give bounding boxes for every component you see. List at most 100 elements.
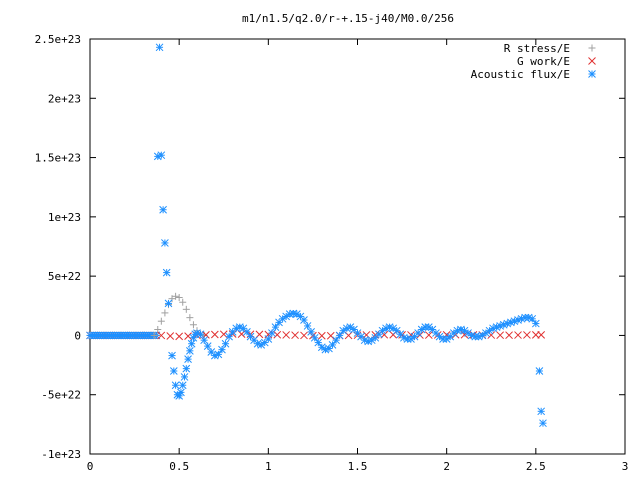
series-1-point bbox=[210, 330, 219, 339]
series-2-point bbox=[303, 322, 312, 330]
series-2-point bbox=[196, 330, 205, 339]
series-2-point bbox=[177, 388, 185, 397]
series-1-point bbox=[157, 331, 166, 340]
series-2-point bbox=[328, 341, 337, 349]
legend-marker bbox=[588, 70, 596, 78]
series-2-point bbox=[180, 373, 189, 381]
series-2-point bbox=[162, 268, 171, 277]
series-0-point bbox=[172, 292, 180, 300]
x-tick-label: 0.5 bbox=[169, 460, 189, 473]
series-1-point bbox=[523, 331, 531, 339]
series-2-point bbox=[200, 336, 208, 345]
series-2-point bbox=[521, 313, 529, 322]
legend-label: G work/E bbox=[517, 55, 570, 68]
series-2-point bbox=[225, 332, 233, 341]
series-1-point bbox=[424, 331, 433, 339]
y-tick-label: 2.5e+23 bbox=[35, 33, 81, 46]
series-1-point bbox=[273, 330, 282, 339]
series-2-point bbox=[186, 346, 194, 355]
series-1-point bbox=[184, 332, 192, 340]
series-0-point bbox=[186, 314, 194, 322]
series-2-point bbox=[169, 367, 178, 375]
x-tick-label: 1.5 bbox=[348, 460, 368, 473]
series-2-point bbox=[171, 381, 180, 390]
series-2-point bbox=[510, 317, 519, 326]
series-2-point bbox=[155, 43, 164, 52]
y-tick-label: 2e+23 bbox=[48, 92, 81, 105]
series-2-point bbox=[457, 325, 465, 334]
y-tick-label: -5e+22 bbox=[41, 389, 81, 402]
series-0-point bbox=[157, 317, 165, 325]
series-2-point bbox=[161, 239, 169, 247]
series-2-point bbox=[535, 367, 544, 375]
legend-label: Acoustic flux/E bbox=[471, 68, 570, 81]
series-2-point bbox=[182, 364, 191, 373]
series-0-point bbox=[189, 321, 197, 329]
series-2-point bbox=[271, 323, 280, 331]
series-1-point bbox=[166, 332, 175, 340]
series-1-point bbox=[505, 331, 513, 340]
series-2-point bbox=[537, 407, 546, 416]
y-tick-label: 1e+23 bbox=[48, 211, 81, 224]
series-2-point bbox=[531, 319, 540, 328]
series-1-point bbox=[282, 331, 291, 339]
series-2-point bbox=[449, 329, 458, 337]
axes: 0 0.5 1 1.5 2 2.5 3 -1e+23 -5e+22 0 5e+22 1e+23 1.5e… bbox=[35, 33, 629, 473]
data-points bbox=[86, 43, 547, 428]
series-1-point bbox=[326, 331, 335, 340]
series-2-point bbox=[203, 342, 212, 350]
x-tick-label: 2.5 bbox=[526, 460, 546, 473]
series-2-point bbox=[168, 351, 176, 360]
series-0-point bbox=[168, 295, 176, 303]
series-0-point bbox=[179, 298, 187, 306]
series-0-point bbox=[175, 293, 183, 301]
series-1-point bbox=[496, 331, 505, 340]
series-2-point bbox=[389, 324, 398, 333]
y-tick-label: 0 bbox=[74, 329, 81, 342]
series-2-point bbox=[157, 151, 166, 160]
series-2-point bbox=[164, 299, 173, 308]
y-tick-label: 1.5e+23 bbox=[35, 152, 81, 165]
y-tick-label: 5e+22 bbox=[48, 270, 81, 283]
series-0-point bbox=[150, 331, 158, 339]
series-1-point bbox=[537, 330, 546, 339]
series-2-point bbox=[221, 339, 230, 348]
series-0-point bbox=[182, 305, 190, 313]
x-tick-label: 2 bbox=[443, 460, 450, 473]
x-tick-label: 1 bbox=[265, 460, 272, 473]
series-2-point bbox=[250, 336, 258, 345]
series-2-point bbox=[178, 381, 187, 390]
series-2-point bbox=[243, 328, 251, 336]
legend-marker bbox=[588, 57, 596, 65]
series-0-point bbox=[154, 326, 162, 333]
y-tick-label: -1e+23 bbox=[41, 448, 81, 461]
x-tick-label: 3 bbox=[622, 460, 629, 473]
series-1-point bbox=[300, 331, 308, 340]
plot-frame bbox=[89, 38, 626, 455]
legend-marker bbox=[588, 44, 596, 52]
x-tick-label: 0 bbox=[87, 460, 94, 473]
series-2-point bbox=[307, 328, 315, 336]
series-1-point bbox=[317, 331, 326, 340]
series-1-point bbox=[291, 331, 299, 340]
series-2-point bbox=[332, 336, 340, 345]
series-2-point bbox=[184, 355, 192, 363]
series-2-point bbox=[187, 339, 196, 348]
series-2-point bbox=[314, 338, 323, 347]
series-1-point bbox=[175, 332, 184, 341]
series-2-point bbox=[218, 345, 226, 354]
series-2-point bbox=[335, 331, 344, 340]
series-2-point bbox=[310, 333, 319, 342]
series-2-point bbox=[300, 316, 308, 324]
series-0-point bbox=[161, 309, 169, 317]
series-2-point bbox=[264, 335, 273, 343]
series-2-point bbox=[539, 419, 547, 428]
series-2-point bbox=[214, 350, 223, 359]
legend-label: R stress/E bbox=[504, 42, 570, 55]
series-2-point bbox=[528, 314, 537, 323]
series-2-point bbox=[268, 329, 276, 337]
series-2-point bbox=[371, 333, 380, 342]
series-2-point bbox=[159, 205, 167, 214]
